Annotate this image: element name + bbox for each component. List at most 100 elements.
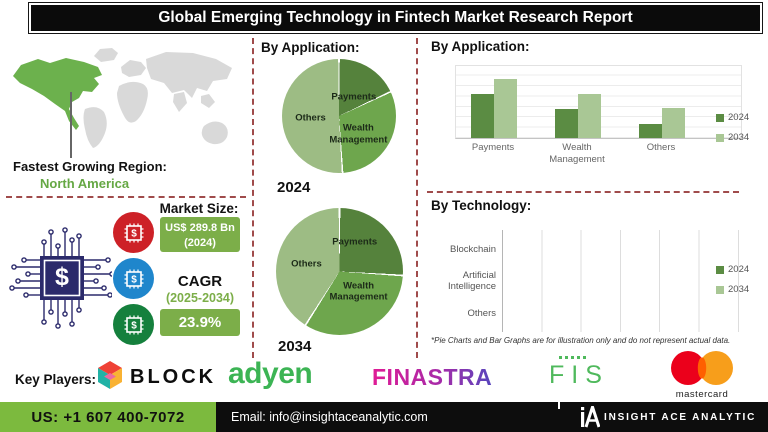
tech-category-label: Artificial Intelligence <box>447 270 496 292</box>
fastest-growing-region-label: Fastest Growing Region: <box>13 159 167 174</box>
bar-2024 <box>555 109 578 138</box>
map-pointer-line <box>70 92 72 158</box>
bar-section-title: By Application: <box>431 39 530 54</box>
bar-2034 <box>494 79 517 138</box>
pie-year-2024: 2024 <box>277 179 311 196</box>
market-size-value-box: US$ 289.8 Bn (2024) <box>160 217 240 252</box>
sea-shape <box>201 94 215 108</box>
market-size-value: US$ 289.8 Bn <box>165 222 235 234</box>
tech-category-label: Others <box>467 307 496 319</box>
fis-logo-wordmark: FIS <box>549 361 609 389</box>
dollar-glyph: $ <box>131 320 137 331</box>
key-players-label: Key Players: <box>15 372 97 387</box>
cagr-period: (2025-2034) <box>165 291 235 305</box>
legend-item: 2034 <box>716 284 749 295</box>
north-america-region <box>13 58 102 130</box>
pie-slice-label: Wealth Management <box>329 280 388 303</box>
bar-category-label: Others <box>646 142 676 153</box>
legend-swatch <box>716 113 724 122</box>
australia-shape <box>201 121 228 145</box>
bar-2034 <box>662 108 685 138</box>
tech-category-label: Blockchain <box>450 243 496 255</box>
pie-chart-2034: Payments Wealth Management Others <box>276 208 403 335</box>
pie-section-title: By Application: <box>261 40 360 55</box>
legend-label: 2024 <box>728 112 750 123</box>
legend-label: 2034 <box>728 284 750 295</box>
fis-logo-dots <box>559 356 589 359</box>
pie-slice-label: Others <box>295 112 326 124</box>
india-shape <box>173 92 187 112</box>
legend-swatch <box>716 133 724 142</box>
footer-bar: US: +1 607 400-7072 Email: info@insighta… <box>0 402 768 432</box>
legend-swatch <box>716 285 724 294</box>
bar-category-label: Wealth Management <box>549 142 605 165</box>
legend-item: 2034 <box>716 132 749 143</box>
market-size-label: Market Size: <box>159 201 239 216</box>
report-title: Global Emerging Technology in Fintech Ma… <box>28 2 763 34</box>
legend-swatch <box>716 265 724 274</box>
market-size-year: (2024) <box>184 237 216 250</box>
finastra-logo-wordmark: FINASTRA <box>372 364 493 390</box>
technology-bar-chart <box>502 230 739 332</box>
greenland-shape <box>94 48 118 62</box>
bar-chart-category-labels: Payments Wealth Management Others <box>455 142 715 170</box>
fastest-growing-region-value: North America <box>40 176 130 191</box>
pie-year-2034: 2034 <box>278 338 312 355</box>
pie-slice-label: Others <box>291 258 322 270</box>
tech-chart-legend: 2024 2034 <box>716 264 749 304</box>
legend-label: 2034 <box>728 132 750 143</box>
bar-category-label: Payments <box>471 142 515 153</box>
bar-group <box>555 94 601 138</box>
fintech-chip-icon: $ <box>9 227 112 329</box>
dollar-glyph: $ <box>131 228 137 239</box>
disclaimer-footnote: *Pie Charts and Bar Graphs are for illus… <box>431 336 731 345</box>
dollar-glyph: $ <box>55 263 69 291</box>
pie-slice-label: Payments <box>332 236 378 248</box>
chip-badge-red: $ <box>113 212 154 253</box>
tech-section-title: By Technology: <box>431 198 532 213</box>
cagr-value-box: 23.9% <box>160 309 240 336</box>
divider-vertical <box>416 38 418 358</box>
bar-group <box>471 79 517 138</box>
divider-horizontal <box>427 191 739 193</box>
block-logo-icon <box>98 361 122 389</box>
mini-chip-icon: $ <box>124 269 143 288</box>
chip-badge-green: $ <box>113 304 154 345</box>
mastercard-logo-icon <box>671 351 733 385</box>
application-bar-chart <box>455 65 742 139</box>
bar-2034 <box>578 94 601 138</box>
footer-phone: US: +1 607 400-7072 <box>0 402 216 432</box>
block-logo-wordmark: BLOCK <box>130 366 217 388</box>
divider-horizontal <box>6 196 246 198</box>
footer-email: Email: info@insightaceanalytic.com <box>231 410 428 424</box>
africa-shape <box>117 81 148 123</box>
mastercard-logo-wordmark: mastercard <box>675 389 729 400</box>
legend-item: 2024 <box>716 264 749 275</box>
dollar-glyph: $ <box>131 274 137 285</box>
legend-label: 2024 <box>728 264 750 275</box>
pie-chart-2024: Payments Wealth Management Others <box>282 59 396 173</box>
bar-2024 <box>471 94 494 138</box>
footer-brand-name: INSIGHT ACE ANALYTIC <box>604 412 757 423</box>
insightace-logo-icon <box>581 406 600 428</box>
footer-divider <box>558 402 560 409</box>
bar-chart-legend: 2024 2034 <box>716 112 749 152</box>
bar-group <box>639 108 685 138</box>
divider-vertical <box>252 38 254 358</box>
europe-shape <box>121 60 146 77</box>
fis-logo: FIS <box>549 356 609 390</box>
chip-badge-blue: $ <box>113 258 154 299</box>
cagr-label: CAGR <box>177 273 223 290</box>
bar-2024 <box>639 124 662 138</box>
pie-slice-label: Wealth Management <box>329 122 388 146</box>
mini-chip-icon: $ <box>124 315 143 334</box>
south-america-shape <box>83 107 107 148</box>
tech-chart-category-labels: Blockchain Artificial Intelligence Others <box>418 234 496 330</box>
world-map <box>13 48 232 148</box>
adyen-logo-wordmark: adyen <box>228 357 313 390</box>
legend-item: 2024 <box>716 112 749 123</box>
asia-shape <box>146 52 232 98</box>
mini-chip-icon: $ <box>124 223 143 242</box>
pie-slice-label: Payments <box>331 90 377 102</box>
